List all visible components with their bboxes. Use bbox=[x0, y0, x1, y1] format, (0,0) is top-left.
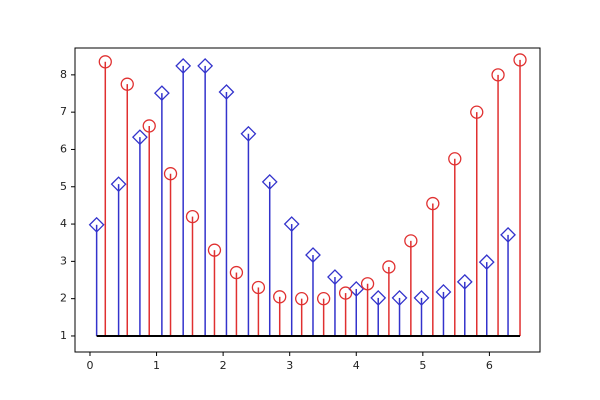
marker bbox=[131, 129, 148, 146]
marker bbox=[142, 119, 156, 133]
marker bbox=[360, 277, 375, 291]
marker bbox=[404, 234, 418, 248]
y-tick-label: 3 bbox=[60, 254, 67, 267]
marker bbox=[478, 254, 495, 271]
x-tick-label: 4 bbox=[353, 359, 360, 372]
axes-frame bbox=[74, 47, 541, 353]
marker bbox=[305, 247, 321, 263]
marker bbox=[348, 281, 365, 297]
marker bbox=[426, 196, 440, 211]
marker bbox=[295, 292, 309, 306]
marker bbox=[338, 286, 353, 300]
x-tick-label: 1 bbox=[153, 359, 160, 372]
marker bbox=[491, 68, 505, 82]
x-tick-label: 0 bbox=[86, 359, 93, 372]
marker bbox=[435, 284, 452, 300]
x-tick-label: 3 bbox=[286, 359, 293, 372]
y-tick-label: 1 bbox=[60, 329, 67, 342]
marker bbox=[391, 289, 408, 306]
y-tick-label: 2 bbox=[60, 292, 67, 305]
marker bbox=[316, 292, 331, 306]
marker bbox=[470, 105, 484, 119]
marker bbox=[456, 273, 473, 290]
marker bbox=[207, 243, 222, 257]
marker bbox=[273, 290, 287, 304]
marker bbox=[110, 176, 127, 193]
x-tick-label: 6 bbox=[486, 359, 493, 372]
marker bbox=[251, 280, 266, 295]
y-tick-label: 5 bbox=[60, 180, 67, 193]
y-tick-label: 4 bbox=[60, 217, 67, 230]
marker bbox=[98, 55, 112, 69]
x-tick-label: 2 bbox=[220, 359, 227, 372]
marker bbox=[120, 77, 134, 91]
marker bbox=[448, 152, 462, 166]
y-tick-label: 7 bbox=[60, 105, 67, 118]
marker bbox=[229, 265, 244, 280]
y-tick-label: 8 bbox=[60, 68, 67, 81]
marker bbox=[500, 226, 516, 243]
marker bbox=[513, 53, 527, 67]
x-tick-label: 5 bbox=[419, 359, 426, 372]
marker bbox=[153, 85, 170, 102]
marker bbox=[283, 216, 300, 232]
y-tick-label: 6 bbox=[60, 142, 67, 155]
marker bbox=[175, 57, 192, 74]
marker bbox=[370, 289, 387, 306]
marker bbox=[261, 173, 278, 190]
marker bbox=[240, 125, 257, 142]
marker bbox=[218, 84, 235, 100]
marker bbox=[163, 167, 178, 181]
marker bbox=[88, 216, 105, 233]
marker bbox=[382, 260, 396, 274]
marker bbox=[413, 289, 430, 306]
marker bbox=[327, 269, 343, 285]
marker bbox=[197, 57, 214, 74]
marker bbox=[185, 209, 200, 224]
